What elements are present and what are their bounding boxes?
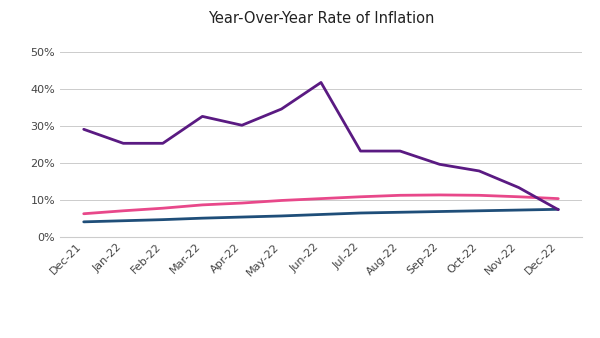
- Energy Inflation: [515, 186, 523, 190]
- Food Inflation: [476, 193, 483, 197]
- Energy Inflation: [199, 114, 206, 118]
- Energy Inflation: [357, 149, 364, 153]
- Line: Rent Inflation: Rent Inflation: [84, 209, 558, 222]
- Rent Inflation: [80, 220, 88, 224]
- Rent Inflation: [436, 210, 443, 214]
- Rent Inflation: [159, 218, 166, 222]
- Rent Inflation: [554, 207, 562, 211]
- Line: Food Inflation: Food Inflation: [84, 195, 558, 214]
- Food Inflation: [317, 197, 325, 201]
- Rent Inflation: [357, 211, 364, 215]
- Line: Energy Inflation: Energy Inflation: [84, 82, 558, 210]
- Rent Inflation: [317, 213, 325, 217]
- Food Inflation: [159, 206, 166, 210]
- Food Inflation: [278, 198, 285, 202]
- Food Inflation: [80, 212, 88, 216]
- Rent Inflation: [397, 210, 404, 214]
- Rent Inflation: [278, 214, 285, 218]
- Rent Inflation: [476, 209, 483, 213]
- Energy Inflation: [119, 141, 127, 145]
- Food Inflation: [238, 201, 245, 205]
- Food Inflation: [515, 195, 523, 199]
- Rent Inflation: [199, 216, 206, 220]
- Food Inflation: [554, 197, 562, 201]
- Food Inflation: [397, 193, 404, 197]
- Title: Year-Over-Year Rate of Inflation: Year-Over-Year Rate of Inflation: [208, 11, 434, 26]
- Food Inflation: [357, 195, 364, 199]
- Rent Inflation: [119, 219, 127, 223]
- Food Inflation: [199, 203, 206, 207]
- Energy Inflation: [397, 149, 404, 153]
- Energy Inflation: [80, 127, 88, 131]
- Energy Inflation: [278, 107, 285, 111]
- Energy Inflation: [159, 141, 166, 145]
- Rent Inflation: [515, 208, 523, 212]
- Food Inflation: [436, 193, 443, 197]
- Energy Inflation: [554, 208, 562, 212]
- Rent Inflation: [238, 215, 245, 219]
- Energy Inflation: [317, 80, 325, 84]
- Energy Inflation: [436, 162, 443, 166]
- Energy Inflation: [476, 169, 483, 173]
- Energy Inflation: [238, 123, 245, 127]
- Food Inflation: [119, 209, 127, 213]
